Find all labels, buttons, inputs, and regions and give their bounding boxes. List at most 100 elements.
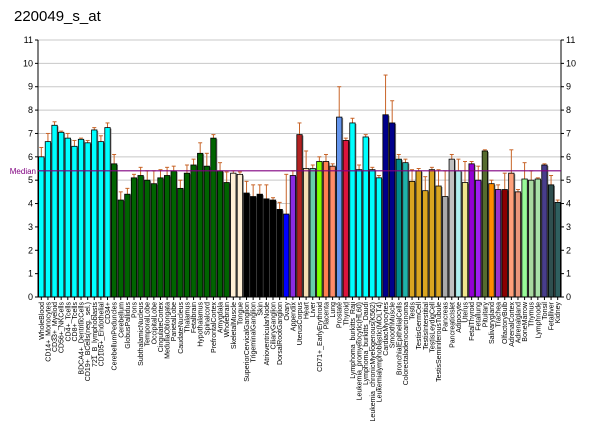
x-tick-label: AdrenalCortex bbox=[509, 302, 516, 347]
bar-group: Prostate bbox=[336, 86, 344, 328]
bar bbox=[223, 182, 230, 298]
x-tick-label: Testis bbox=[410, 302, 417, 320]
y-tick-label-left: 1 bbox=[28, 269, 33, 279]
bar bbox=[144, 179, 151, 298]
x-tick-label: ParietalLobe bbox=[171, 302, 178, 341]
x-tick-label: Hypothalamus bbox=[198, 302, 205, 347]
bar-group: CD34+ bbox=[104, 122, 112, 324]
bar bbox=[389, 122, 396, 298]
x-tick-label: SkeletalMuscle bbox=[231, 302, 238, 349]
bar bbox=[362, 136, 369, 298]
x-tick-label: CD19+_BCells(neg._sel.) bbox=[85, 302, 92, 381]
bar bbox=[104, 127, 111, 298]
x-tick-label: Thyroid bbox=[343, 302, 350, 325]
x-tick-label: Uterus bbox=[463, 302, 470, 323]
bar bbox=[197, 152, 204, 298]
bar bbox=[150, 183, 157, 298]
y-tick-label-right: 3 bbox=[566, 222, 571, 232]
bar-group: CD71+_EarlyErythroid bbox=[316, 156, 324, 372]
bar bbox=[243, 192, 250, 298]
x-tick-label: UterusCorpus bbox=[297, 302, 304, 346]
bar bbox=[442, 196, 449, 298]
bar bbox=[157, 177, 164, 298]
x-tick-label: TestisLeydigCell bbox=[429, 302, 436, 353]
bar bbox=[455, 170, 462, 298]
x-tick-label: MedullaOblongata bbox=[165, 302, 172, 359]
x-tick-label: GlobusPallidus bbox=[125, 302, 132, 349]
x-tick-label: PancreaticIslet bbox=[449, 302, 456, 348]
x-tick-label: Placenta bbox=[323, 302, 330, 329]
bar-group: Colorectaladenocarcinoma bbox=[402, 158, 410, 385]
y-tick-label-left: 7 bbox=[28, 128, 33, 138]
x-tick-label: PrefrontalCortex bbox=[211, 302, 218, 353]
bar bbox=[369, 169, 376, 298]
x-tick-label: Colorectaladenocarcinoma bbox=[403, 302, 410, 385]
x-tick-label: AtrioventricularNode bbox=[264, 302, 271, 366]
x-tick-label: SubthalamicNucleus bbox=[138, 302, 145, 366]
bar bbox=[554, 201, 561, 298]
x-tick-label: TestisSeminiferousTubule bbox=[436, 302, 443, 382]
x-tick-label: Pituitary bbox=[482, 302, 489, 328]
bar bbox=[84, 142, 91, 298]
x-tick-label: Fetalbrain bbox=[191, 302, 198, 333]
bar bbox=[236, 173, 244, 298]
x-tick-label: Cerebellum bbox=[118, 302, 125, 338]
x-tick-label: Fetallung bbox=[476, 302, 483, 331]
bar bbox=[230, 172, 237, 298]
bar bbox=[77, 138, 85, 298]
x-tick-label: TrigeminalGanglion bbox=[251, 302, 258, 363]
bar-group: Pons bbox=[130, 173, 138, 318]
bar bbox=[336, 116, 343, 298]
x-tick-label: BronchialEpithelialCells bbox=[396, 302, 403, 376]
x-tick-label: Ovary bbox=[284, 302, 291, 321]
bar bbox=[97, 141, 105, 298]
y-tick-label-right: 2 bbox=[566, 245, 571, 255]
bar bbox=[382, 114, 389, 298]
y-tick-label-left: 4 bbox=[28, 199, 33, 209]
y-tick-label-left: 6 bbox=[28, 152, 33, 162]
x-tick-label: TestisInterstitial bbox=[423, 302, 430, 350]
bar bbox=[541, 164, 548, 298]
bar bbox=[514, 191, 522, 298]
x-tick-label: OccipitalLobe bbox=[151, 302, 158, 345]
x-tick-label: OlfactoryBulb bbox=[502, 302, 509, 344]
x-tick-label: Lymphnode bbox=[535, 302, 542, 338]
bar bbox=[488, 183, 495, 298]
x-tick-label: WholeBlood bbox=[39, 302, 46, 340]
x-tick-label: SuperiorCervicalGanglion bbox=[244, 302, 251, 382]
bar-group: Lung bbox=[329, 163, 337, 318]
bar bbox=[534, 178, 541, 298]
x-tick-label: Leukemialymphoblastic(MOLT4) bbox=[376, 302, 383, 402]
x-tick-label: Leukemia_chronicMyelogenous(K562) bbox=[370, 302, 377, 421]
x-tick-label: TestisGermCell bbox=[416, 302, 423, 350]
bar bbox=[322, 161, 330, 298]
bar bbox=[303, 168, 310, 298]
bar bbox=[58, 131, 65, 298]
x-tick-label: SmoothMuscle bbox=[390, 302, 397, 348]
x-tick-label: Fetalliver bbox=[549, 301, 556, 330]
bar bbox=[402, 162, 409, 298]
x-tick-label: Pancreas bbox=[443, 302, 450, 332]
x-tick-label: Amygdala bbox=[218, 302, 225, 333]
x-tick-label: BDCA4+_DentriticCells bbox=[79, 302, 86, 375]
y-tick-label-right: 8 bbox=[566, 105, 571, 115]
x-tick-label: CardiacMyocytes bbox=[383, 302, 390, 356]
bar bbox=[124, 193, 131, 298]
x-tick-label: Heart bbox=[304, 302, 311, 319]
bar-group: Skin bbox=[256, 184, 264, 316]
x-tick-label: Lymphoma_burkitts_Raji bbox=[350, 302, 357, 379]
x-tick-label: CD56+_NKCells bbox=[59, 302, 66, 354]
bar bbox=[329, 165, 336, 298]
bar bbox=[269, 199, 277, 298]
bar bbox=[256, 193, 263, 298]
y-tick-label-left: 11 bbox=[24, 35, 33, 45]
bar bbox=[289, 175, 296, 298]
x-tick-label: CiliaryGanglion bbox=[271, 302, 278, 350]
bar-group: Pituitary bbox=[481, 149, 489, 328]
bar bbox=[190, 164, 197, 298]
x-tick-label: Prostate bbox=[337, 302, 344, 328]
x-tick-label: FetalThyroid bbox=[469, 302, 476, 341]
bar bbox=[468, 163, 475, 298]
x-tick-label: Pons bbox=[131, 302, 138, 318]
